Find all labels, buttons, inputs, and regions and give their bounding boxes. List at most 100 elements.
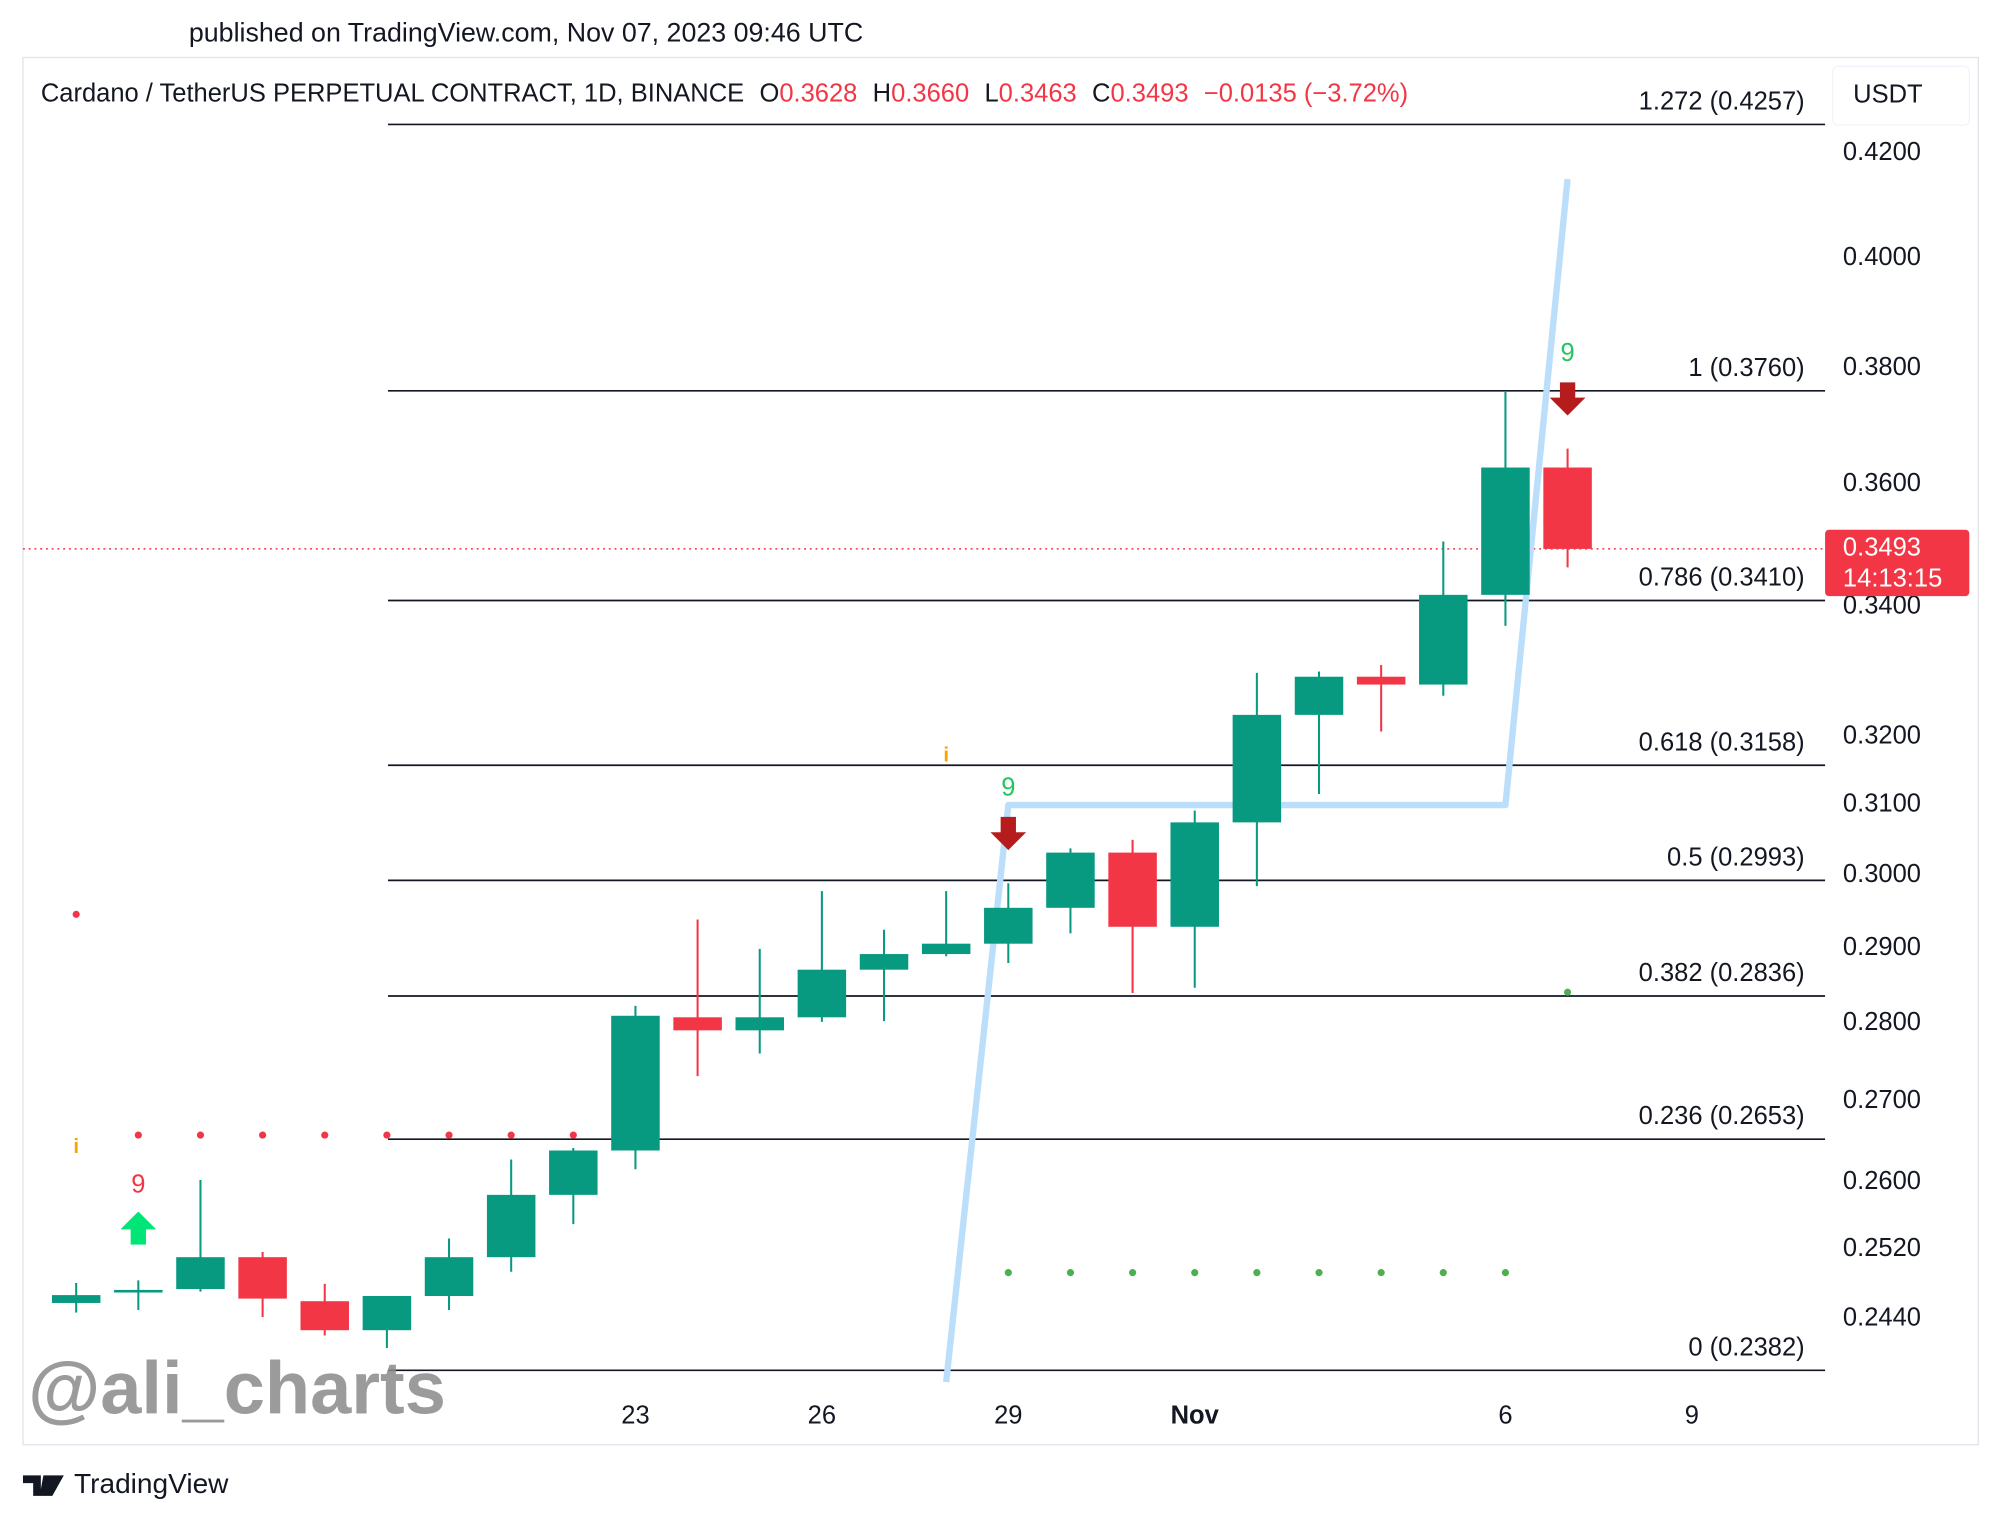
chart-pane bbox=[22, 56, 1979, 1446]
stop-dot bbox=[72, 910, 80, 918]
x-tick-label: 29 bbox=[994, 1401, 1022, 1429]
stop-dot bbox=[259, 1131, 267, 1139]
last-price-label: 0.3493 bbox=[1843, 534, 1921, 562]
y-tick-label: 0.3800 bbox=[1843, 353, 1921, 381]
candle-body bbox=[1294, 676, 1344, 715]
fib-level-label: 0.236 (0.2653) bbox=[1639, 1102, 1805, 1130]
stop-dot bbox=[1564, 988, 1572, 996]
ohlc-key: C bbox=[1092, 79, 1110, 107]
signal-arrow bbox=[1549, 382, 1586, 416]
plot: 0.4200 0.4000 0.3800 0.3600 0.3400 0.3200 0.31… bbox=[22, 87, 1970, 1429]
candle-body bbox=[1232, 714, 1282, 823]
candle-body bbox=[176, 1257, 225, 1290]
ohlc-value: 0.3628 bbox=[779, 79, 857, 107]
bar-countdown: 14:13:15 bbox=[1843, 564, 1942, 592]
ohlc-value: 0.3463 bbox=[999, 79, 1077, 107]
stop-dot bbox=[196, 1131, 205, 1139]
y-tick-label: 0.2700 bbox=[1843, 1086, 1921, 1114]
signal-count: 9 bbox=[1560, 339, 1574, 367]
stop-dot bbox=[445, 1131, 453, 1139]
y-tick-label: 0.2520 bbox=[1843, 1234, 1921, 1262]
y-tick-label: 0.4000 bbox=[1843, 243, 1921, 271]
fib-level-label: 1 (0.3760) bbox=[1688, 354, 1804, 382]
y-tick-label: 0.3100 bbox=[1843, 790, 1921, 818]
fib-level-label: 0.5 (0.2993) bbox=[1667, 843, 1805, 871]
stop-dot bbox=[1129, 1269, 1137, 1277]
candle-body bbox=[1419, 594, 1468, 685]
candle-body bbox=[424, 1257, 474, 1296]
candle-body bbox=[673, 1017, 722, 1031]
brand-logo bbox=[22, 1475, 64, 1496]
candle-body bbox=[921, 943, 971, 955]
candle-body bbox=[362, 1295, 412, 1331]
y-tick-label: 0.2800 bbox=[1843, 1008, 1921, 1036]
signal-arrow bbox=[990, 816, 1027, 851]
ohlc-key: H bbox=[873, 79, 891, 107]
candle-body bbox=[611, 1015, 660, 1151]
legend-header: Cardano / TetherUS PERPETUAL CONTRACT, 1… bbox=[41, 79, 1408, 107]
stop-dot bbox=[383, 1131, 391, 1139]
candle-body bbox=[1170, 822, 1219, 927]
x-tick-label: 26 bbox=[808, 1401, 836, 1429]
candle-body bbox=[114, 1289, 163, 1293]
candle-body bbox=[1543, 467, 1592, 549]
currency-box[interactable] bbox=[1832, 65, 1970, 126]
y-tick-label: 0.3200 bbox=[1843, 722, 1921, 750]
x-tick-label: 6 bbox=[1498, 1401, 1512, 1429]
candle-body bbox=[1108, 852, 1157, 927]
published-note: published on TradingView.com, Nov 07, 20… bbox=[189, 18, 863, 48]
y-tick-label: 0.3000 bbox=[1843, 860, 1921, 888]
fib-level-label: 0.786 (0.3410) bbox=[1639, 564, 1805, 592]
stop-dot bbox=[134, 1131, 142, 1139]
signal-count: 9 bbox=[1001, 774, 1015, 802]
candle-body bbox=[735, 1017, 784, 1031]
candle-body bbox=[300, 1301, 349, 1331]
symbol-title: Cardano / TetherUS PERPETUAL CONTRACT, 1… bbox=[41, 79, 744, 107]
y-tick-label: 0.2600 bbox=[1843, 1167, 1921, 1195]
ohlc-key: L bbox=[984, 79, 998, 107]
candle-body bbox=[797, 969, 847, 1018]
stop-dot bbox=[1501, 1269, 1510, 1277]
ohlc-value: 0.3493 bbox=[1110, 79, 1188, 107]
x-tick-label: 9 bbox=[1685, 1401, 1699, 1429]
stop-dot bbox=[1377, 1269, 1385, 1277]
y-tick-label: 0.2900 bbox=[1843, 933, 1921, 961]
y-tick-label: 0.3600 bbox=[1843, 469, 1921, 497]
x-tick-label: 23 bbox=[621, 1401, 649, 1429]
candle-body bbox=[1356, 676, 1406, 685]
brand-name: TradingView bbox=[74, 1468, 229, 1499]
signal-count: 9 bbox=[131, 1171, 145, 1199]
watermark: @ali_charts bbox=[28, 1346, 446, 1429]
price-change: −0.0135 (−3.72%) bbox=[1204, 79, 1408, 107]
stop-dot bbox=[1253, 1269, 1261, 1277]
fib-level-label: 1.272 (0.4257) bbox=[1639, 87, 1805, 115]
stop-dot bbox=[1315, 1269, 1323, 1277]
currency: USDT bbox=[1853, 80, 1922, 108]
candle-body bbox=[486, 1194, 536, 1258]
stop-dot bbox=[1439, 1269, 1447, 1277]
stop-dot bbox=[507, 1131, 515, 1139]
candle-body bbox=[859, 954, 909, 970]
fib-level-label: 0.382 (0.2836) bbox=[1639, 959, 1805, 987]
y-tick-label: 0.3400 bbox=[1843, 592, 1921, 620]
info-marker: i bbox=[943, 744, 949, 766]
info-marker: i bbox=[73, 1136, 79, 1158]
stop-dot bbox=[321, 1131, 329, 1139]
candle-body bbox=[238, 1257, 287, 1299]
candle-body bbox=[984, 907, 1033, 944]
fib-level-label: 0 (0.2382) bbox=[1688, 1333, 1804, 1361]
ohlc-value: 0.3660 bbox=[891, 79, 969, 107]
candle-body bbox=[1046, 852, 1095, 908]
stop-dot bbox=[1191, 1269, 1199, 1277]
ohlc-key: O bbox=[759, 79, 779, 107]
x-tick-label: Nov bbox=[1171, 1401, 1220, 1429]
y-tick-label: 0.4200 bbox=[1843, 138, 1921, 166]
candle-body bbox=[51, 1295, 101, 1303]
stop-dot bbox=[1004, 1269, 1012, 1277]
fib-level-label: 0.618 (0.3158) bbox=[1639, 728, 1805, 756]
stop-dot bbox=[569, 1131, 577, 1139]
last-price-box bbox=[1825, 529, 1970, 597]
signal-arrow bbox=[120, 1211, 157, 1245]
stop-dot bbox=[1066, 1269, 1075, 1277]
